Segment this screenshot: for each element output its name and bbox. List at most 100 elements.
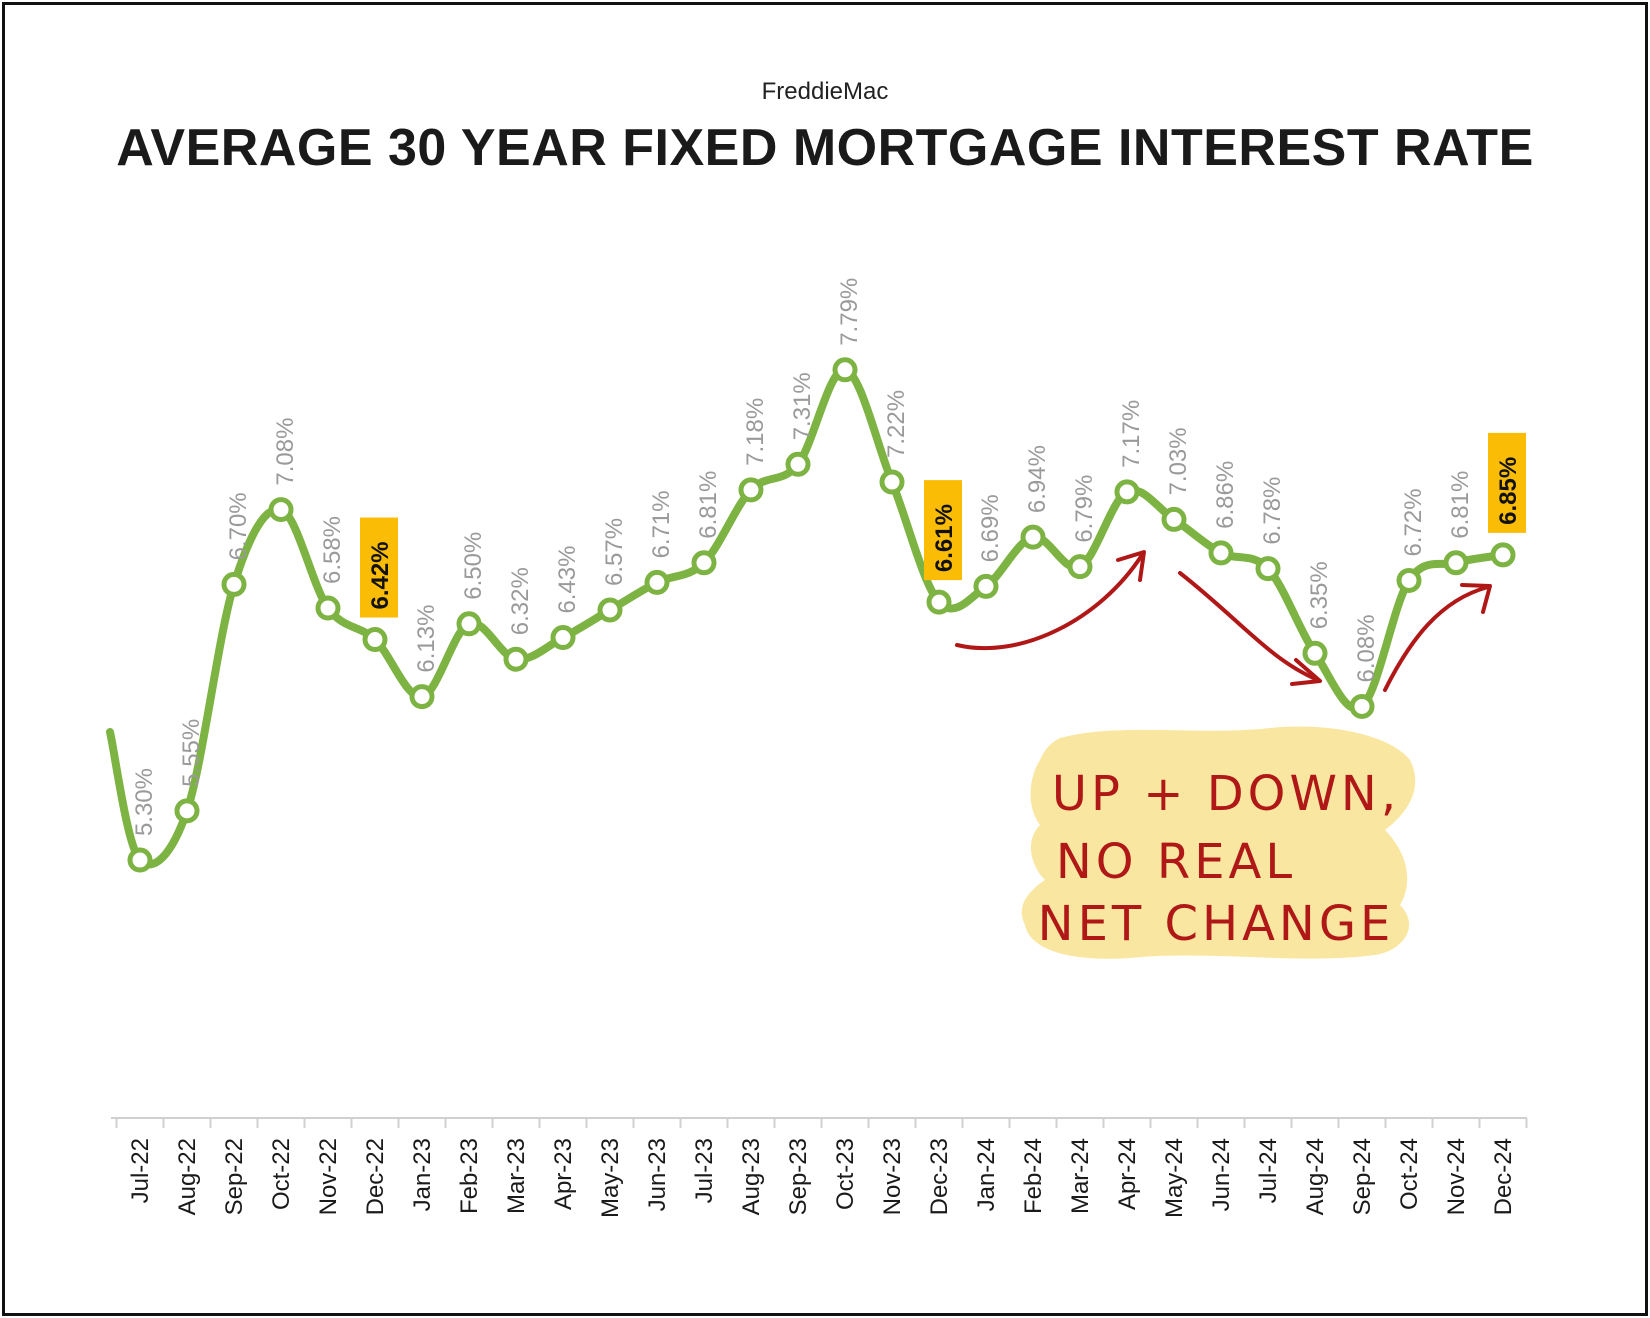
data-label: 6.86% [1212, 461, 1239, 529]
data-label: 6.57% [601, 518, 628, 586]
data-point [221, 571, 247, 597]
arrow-shaft [1178, 571, 1320, 682]
x-tick-label: Dec-23 [926, 1138, 953, 1215]
data-point [973, 573, 999, 599]
data-point [174, 798, 200, 824]
data-label: 5.30% [131, 768, 158, 836]
data-point [268, 497, 294, 523]
x-tick-label: May-23 [597, 1138, 624, 1218]
data-label: 6.35% [1306, 561, 1333, 629]
x-tick-label: Aug-23 [738, 1138, 765, 1215]
data-point [1255, 556, 1281, 582]
arrow-shaft [955, 553, 1144, 651]
chart-source: FreddieMac [761, 78, 889, 105]
data-label-highlight: 6.85% [1495, 457, 1522, 525]
data-point [550, 625, 576, 651]
data-point [1349, 693, 1375, 719]
x-tick-label: Aug-24 [1302, 1138, 1329, 1215]
x-tick-label: Nov-23 [879, 1138, 906, 1215]
data-label: 6.43% [554, 545, 581, 613]
data-point [409, 684, 435, 710]
arrow-up-1 [955, 550, 1146, 651]
data-label: 6.50% [460, 532, 487, 600]
data-point [1020, 524, 1046, 550]
data-point [738, 477, 764, 503]
x-tick-label: Dec-24 [1490, 1138, 1517, 1215]
data-point [503, 646, 529, 672]
data-label: 6.78% [1259, 477, 1286, 545]
x-tick-label: Oct-22 [268, 1138, 295, 1210]
x-tick-label: Sep-22 [221, 1138, 248, 1215]
data-point [832, 357, 858, 383]
note-text-line: NET CHANGE [1038, 896, 1395, 952]
x-tick-label: Nov-22 [315, 1138, 342, 1215]
data-label-highlight: 6.61% [931, 504, 958, 572]
data-label: 6.08% [1353, 614, 1380, 682]
data-label: 6.71% [648, 490, 675, 558]
data-point [926, 589, 952, 615]
x-tick-label: Apr-24 [1114, 1138, 1141, 1210]
x-tick-label: May-24 [1161, 1138, 1188, 1218]
x-tick-label: Apr-23 [550, 1138, 577, 1210]
data-label: 7.17% [1118, 400, 1145, 468]
x-tick-label: Oct-23 [832, 1138, 859, 1210]
data-label: 7.08% [272, 418, 299, 486]
data-label: 7.31% [789, 372, 816, 440]
data-point [127, 847, 153, 873]
x-tick-label: Feb-23 [456, 1138, 483, 1214]
x-tick-label: Jul-22 [127, 1138, 154, 1203]
arrow-down [1178, 571, 1322, 686]
arrow-head [1290, 658, 1322, 686]
data-label: 5.55% [178, 719, 205, 787]
data-point [315, 595, 341, 621]
data-label: 6.72% [1400, 488, 1427, 556]
arrow-head [1116, 550, 1146, 582]
x-tick-label: Mar-24 [1067, 1138, 1094, 1214]
data-point [691, 550, 717, 576]
data-point [597, 597, 623, 623]
x-tick-label: Jan-24 [973, 1138, 1000, 1211]
x-tick-label: Sep-24 [1349, 1138, 1376, 1215]
data-label: 6.13% [413, 605, 440, 673]
data-label: 6.70% [225, 492, 252, 560]
x-axis: Jul-22 Aug-22 Sep-22 Oct-22 Nov-22 Dec-22 Jan-… [111, 1117, 1528, 1218]
data-point [1396, 567, 1422, 593]
data-label: 6.81% [695, 471, 722, 539]
data-point [1302, 640, 1328, 666]
data-point [362, 627, 388, 653]
data-label: 6.58% [319, 516, 346, 584]
arrow-head [1460, 583, 1492, 614]
x-tick-label: Jul-23 [691, 1138, 718, 1203]
x-tick-label: Jul-24 [1255, 1138, 1282, 1203]
highlight-label-box [360, 517, 398, 618]
x-tick-label: Nov-24 [1443, 1138, 1470, 1215]
x-tick-label: Jun-24 [1208, 1138, 1235, 1211]
data-point [1114, 479, 1140, 505]
data-point [1161, 506, 1187, 532]
data-label: 6.32% [507, 567, 534, 635]
data-point [644, 569, 670, 595]
data-labels: 5.30% 5.55% 6.70% 7.08% 6.58% 6.42% 6.13% 6.50%… [131, 278, 1526, 836]
note-background [1021, 726, 1416, 959]
data-point [456, 611, 482, 637]
annotation: UP + DOWN, NO REAL NET CHANGE [955, 550, 1492, 959]
x-tick-label: Feb-24 [1020, 1138, 1047, 1214]
data-label: 7.03% [1165, 427, 1192, 495]
data-point [1067, 554, 1093, 580]
data-label: 6.79% [1071, 475, 1098, 543]
note-text-line: NO REAL [1056, 834, 1296, 890]
data-points [127, 357, 1516, 873]
data-label: 6.81% [1447, 471, 1474, 539]
data-label: 7.22% [883, 390, 910, 458]
data-label-highlight: 6.42% [367, 541, 394, 609]
data-point [1443, 550, 1469, 576]
chart-title: AVERAGE 30 YEAR FIXED MORTGAGE INTEREST … [116, 119, 1534, 177]
x-tick-label: Aug-22 [174, 1138, 201, 1215]
x-tick-label: Sep-23 [785, 1138, 812, 1215]
data-point [1208, 540, 1234, 566]
data-point [785, 451, 811, 477]
x-tick-label: Jan-23 [409, 1138, 436, 1211]
note-text-line: UP + DOWN, [1052, 766, 1400, 822]
